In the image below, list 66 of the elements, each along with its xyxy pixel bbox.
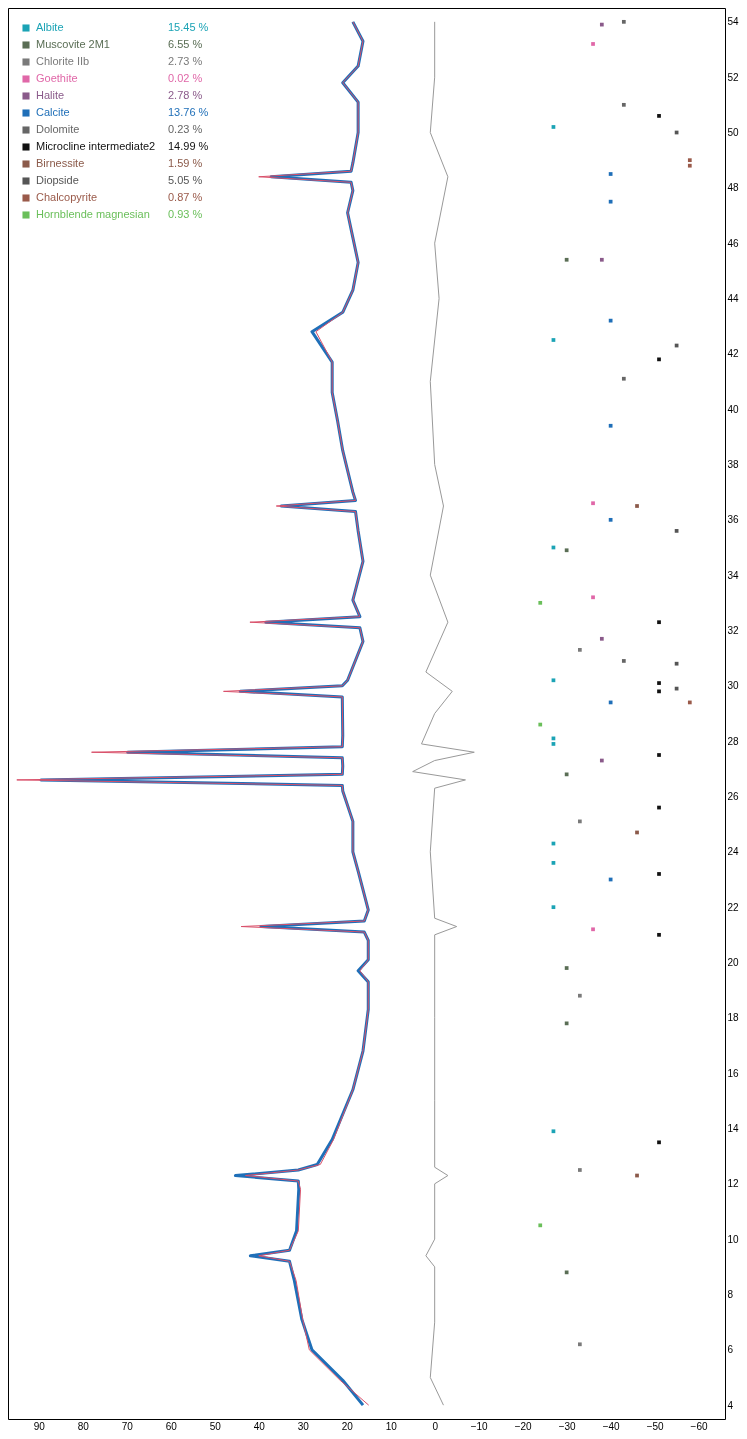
- legend-label: Birnessite: [36, 157, 85, 169]
- legend-label: Chlorite IIb: [36, 55, 90, 67]
- annotation: 5.05 %: [168, 174, 203, 186]
- annotation: 6.55 %: [168, 38, 203, 50]
- legend-label: Goethite: [36, 72, 78, 84]
- y-tick-label: 44: [727, 293, 740, 304]
- legend-label: Dolomite: [36, 123, 80, 135]
- x-tick-label: 70: [121, 1420, 134, 1432]
- x-tick-label: −20: [514, 1420, 533, 1432]
- x-tick-label: 30: [297, 1420, 310, 1432]
- y-tick-label: 24: [727, 846, 740, 858]
- y-tick-label: 12: [727, 1178, 740, 1190]
- x-tick-label: 90: [33, 1420, 46, 1432]
- y-tick-label: 16: [727, 1067, 740, 1079]
- x-tick-label: 20: [341, 1420, 354, 1432]
- annotation: 0.87 %: [168, 191, 203, 203]
- annotation: 0.23 %: [168, 123, 203, 135]
- y-tick-label: 10: [727, 1233, 740, 1245]
- legend-label: Microcline intermediate2: [36, 140, 156, 152]
- y-tick-label: 36: [727, 514, 740, 526]
- y-tick-label: 50: [727, 127, 740, 138]
- y-tick-label: 18: [727, 1012, 740, 1024]
- legend-label: Hornblende magnesian: [36, 208, 150, 220]
- x-tick-label: 80: [77, 1420, 90, 1432]
- annotation: 15.45 %: [168, 21, 209, 33]
- x-tick-label: −10: [470, 1420, 489, 1432]
- annotation: 13.76 %: [168, 106, 209, 118]
- y-tick-label: 4: [727, 1399, 734, 1411]
- y-tick-label: 28: [727, 735, 740, 747]
- x-tick-label: 10: [385, 1420, 398, 1432]
- annotation: 0.93 %: [168, 208, 203, 220]
- y-tick-label: 14: [727, 1123, 740, 1134]
- y-tick-label: 8: [727, 1289, 734, 1300]
- y-tick-label: 40: [727, 403, 740, 415]
- legend-label: Calcite: [36, 106, 70, 118]
- legend-label: Chalcopyrite: [36, 191, 98, 203]
- y-tick-label: 30: [727, 680, 740, 692]
- annotation: 2.73 %: [168, 55, 203, 67]
- y-tick-label: 46: [727, 237, 740, 249]
- x-tick-label: 60: [165, 1420, 178, 1432]
- y-tick-label: 52: [727, 71, 740, 83]
- x-tick-label: 40: [253, 1420, 266, 1432]
- legend-label: Diopside: [36, 174, 79, 186]
- y-tick-label: 6: [727, 1344, 734, 1356]
- y-tick-label: 34: [727, 569, 740, 581]
- y-tick-label: 38: [727, 459, 740, 470]
- annotation: 0.02 %: [168, 72, 203, 84]
- y-tick-label: 54: [727, 16, 740, 28]
- x-tick-label: 0: [432, 1420, 439, 1432]
- legend-label: Albite: [36, 21, 64, 33]
- y-tick-label: 48: [727, 182, 740, 194]
- annotation: 2.78 %: [168, 89, 203, 101]
- x-tick-label: −60: [690, 1420, 709, 1432]
- y-tick-label: 26: [727, 791, 740, 802]
- y-tick-label: 20: [727, 957, 740, 968]
- x-tick-label: −50: [646, 1420, 665, 1432]
- x-tick-label: −30: [558, 1420, 577, 1432]
- y-tick-label: 32: [727, 625, 740, 636]
- annotation: 14.99 %: [168, 140, 209, 152]
- y-tick-label: 22: [727, 901, 740, 913]
- annotation: 1.59 %: [168, 157, 203, 169]
- x-tick-label: −40: [602, 1420, 621, 1432]
- y-tick-label: 42: [727, 348, 740, 360]
- x-tick-label: 50: [209, 1420, 222, 1432]
- legend-label: Halite: [36, 89, 65, 101]
- legend-label: Muscovite 2M1: [36, 38, 110, 50]
